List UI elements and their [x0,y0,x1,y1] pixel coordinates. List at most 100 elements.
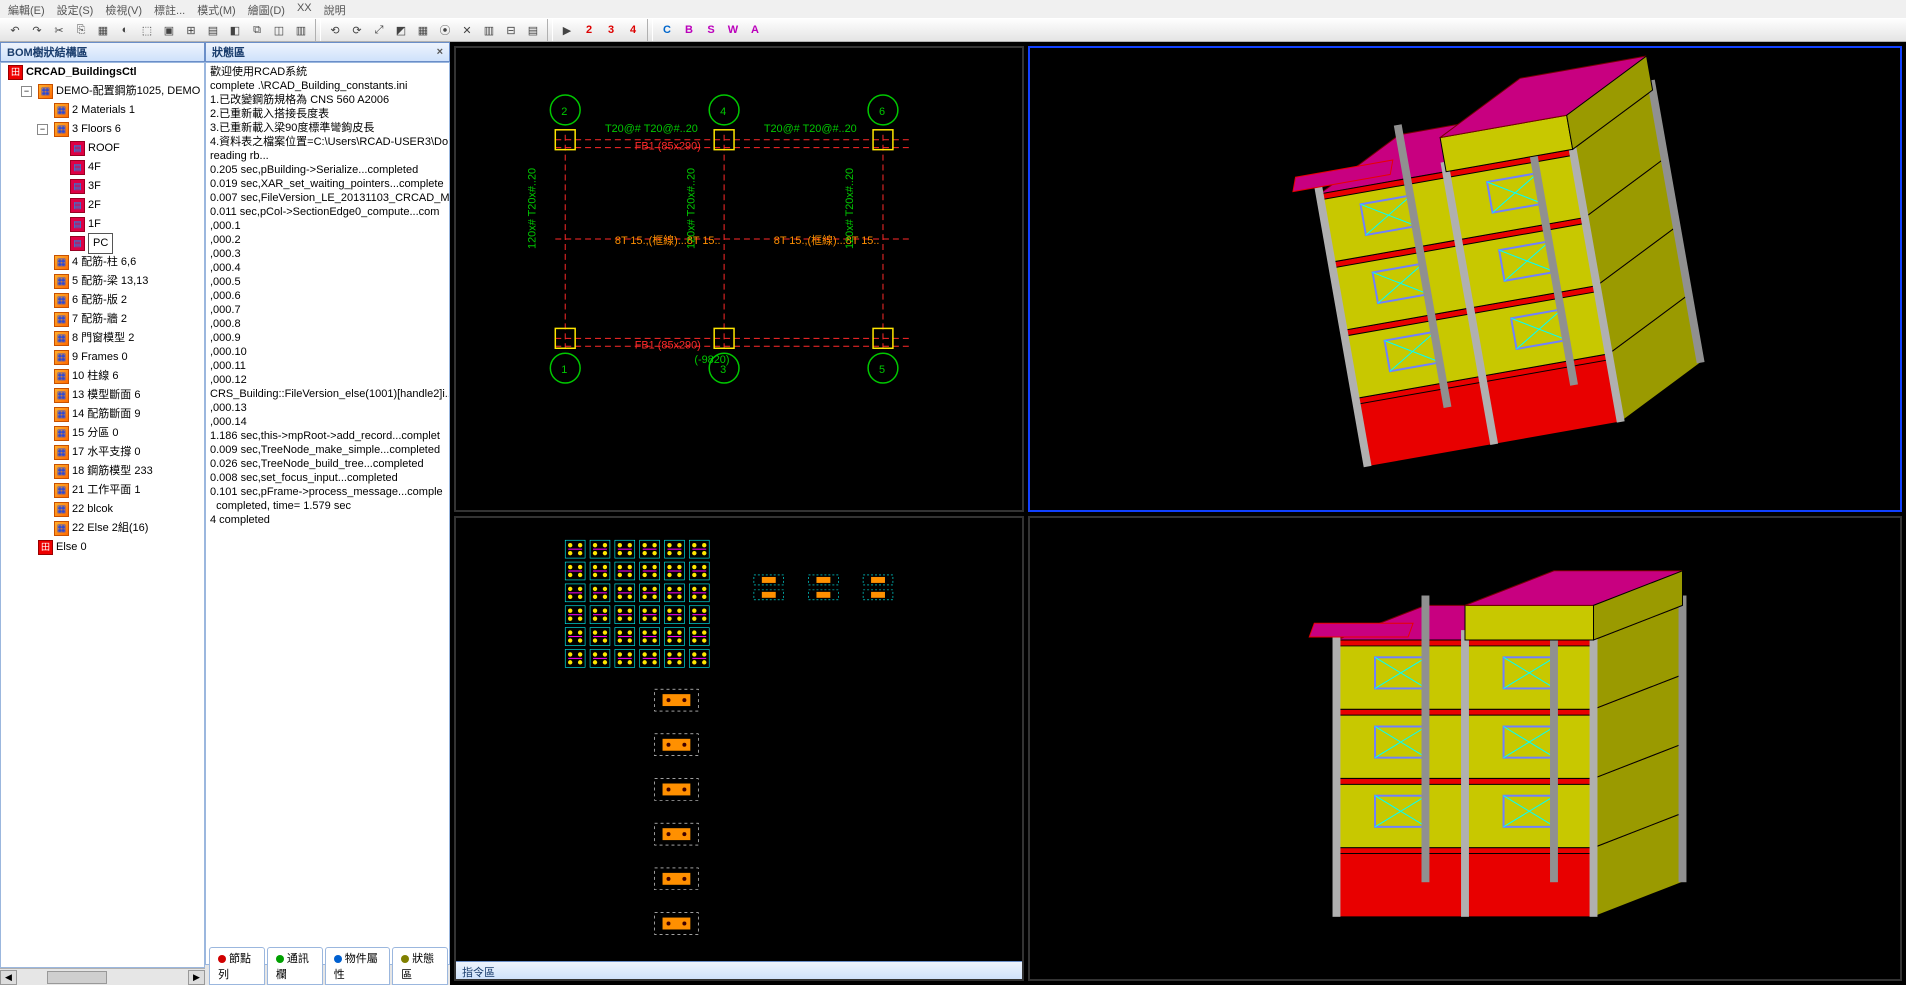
tree-item-label: 18 鋼筋模型 233 [72,462,153,481]
tree-row[interactable]: PC [1,234,204,253]
toolbar-button[interactable]: ▥ [479,20,499,40]
horizontal-scrollbar[interactable]: ◀ ▶ [0,968,205,985]
tree-row[interactable]: 2F [1,196,204,215]
svg-text:8T 15.,(框線)...8T 15..: 8T 15.,(框線)...8T 15.. [774,233,880,247]
tree-row[interactable]: ROOF [1,139,204,158]
tree-item-label: 3 Floors 6 [72,120,121,139]
scroll-right-icon[interactable]: ▶ [188,970,205,985]
menu-item[interactable]: 標註... [154,2,185,16]
toolbar-button[interactable]: ✕ [457,20,477,40]
toolbar-button[interactable]: ⊟ [501,20,521,40]
tree-row[interactable]: Else 0 [1,538,204,557]
toolbar-button[interactable]: W [723,20,743,40]
tree-row[interactable]: 22 Else 2組(16) [1,519,204,538]
tree-row[interactable]: 7 配筋-牆 2 [1,310,204,329]
toolbar-button[interactable]: ◧ [225,20,245,40]
toolbar-button[interactable]: B [679,20,699,40]
menu-item[interactable]: 檢視(V) [105,2,142,16]
toolbar-button[interactable]: ▶ [557,20,577,40]
tree-item-label: DEMO-配置鋼筋1025, DEMO [56,82,200,101]
menu-item[interactable]: 模式(M) [197,2,236,16]
menu-item[interactable]: 設定(S) [57,2,94,16]
tree-item-label: Else 0 [56,538,87,557]
toolbar-button[interactable]: ▦ [413,20,433,40]
toolbar-button[interactable]: ↶ [5,20,25,40]
tree-row[interactable]: 21 工作平面 1 [1,481,204,500]
tree-row[interactable]: 13 模型斷面 6 [1,386,204,405]
bottom-tab[interactable]: 狀態區 [392,947,448,985]
tree-row[interactable]: 18 鋼筋模型 233 [1,462,204,481]
tree-item-label: 1F [88,215,101,234]
tree-row[interactable]: 4F [1,158,204,177]
toolbar-button[interactable]: ▥ [291,20,311,40]
expand-icon[interactable]: − [21,86,32,97]
bottom-tab[interactable]: 物件屬性 [325,947,390,985]
tree-item-label: 4 配筋-柱 6,6 [72,253,136,272]
toolbar-button[interactable]: ▣ [159,20,179,40]
tree-row[interactable]: 5 配筋-梁 13,13 [1,272,204,291]
node-icon [54,293,69,308]
bottom-tab[interactable]: 節點列 [209,947,265,985]
menu-item[interactable]: 繪圖(D) [248,2,285,16]
tree-row[interactable]: 2 Materials 1 [1,101,204,120]
toolbar: ↶↷✂⎘▦◐⬚▣⊞▤◧⧉◫▥ ⟲⟳⤢◩▦⦿✕▥⊟▤ ▶234 CBSWA [0,18,1906,42]
tree-row[interactable]: 17 水平支撐 0 [1,443,204,462]
scroll-left-icon[interactable]: ◀ [0,970,17,985]
toolbar-button[interactable]: ▤ [523,20,543,40]
toolbar-button[interactable]: 4 [623,20,643,40]
toolbar-button[interactable]: ⟲ [325,20,345,40]
tree-row[interactable]: 15 分區 0 [1,424,204,443]
viewport-3d-iso[interactable] [1028,46,1902,512]
tree-row[interactable]: 10 柱線 6 [1,367,204,386]
toolbar-button[interactable]: ⦿ [435,20,455,40]
viewports: 246135T20@# T20@#..20T20@# T20@#..20FB1 … [450,42,1906,985]
toolbar-button[interactable]: ◫ [269,20,289,40]
toolbar-button[interactable]: C [657,20,677,40]
tree-row[interactable]: 6 配筋-版 2 [1,291,204,310]
svg-text:T20@# T20@#..20: T20@# T20@#..20 [764,123,857,135]
command-bar[interactable]: 指令區 [456,961,1022,979]
viewport-3d-front[interactable] [1028,516,1902,982]
menu-item[interactable]: XX [297,2,312,16]
node-icon [54,369,69,384]
toolbar-button[interactable]: ▦ [93,20,113,40]
toolbar-button[interactable]: 2 [579,20,599,40]
tree-row[interactable]: 4 配筋-柱 6,6 [1,253,204,272]
tree-row[interactable]: 9 Frames 0 [1,348,204,367]
tree-row[interactable]: 1F [1,215,204,234]
toolbar-button[interactable]: ✂ [49,20,69,40]
toolbar-button[interactable]: ⬚ [137,20,157,40]
tree-item-label-editing[interactable]: PC [88,233,113,254]
bottom-tab[interactable]: 通訊欄 [267,947,323,985]
tree-root-label: CRCAD_BuildingsCtl [26,63,137,82]
scroll-thumb[interactable] [47,971,107,984]
leaf-icon [70,141,85,156]
tree-row[interactable]: − 3 Floors 6 [1,120,204,139]
bom-tree[interactable]: CRCAD_BuildingsCtl − DEMO-配置鋼筋1025, DEMO2 … [0,62,205,968]
close-icon[interactable]: × [437,46,443,58]
viewport-detail[interactable]: 指令區 [454,516,1024,982]
expand-icon[interactable]: − [37,124,48,135]
toolbar-button[interactable]: ◐ [115,20,135,40]
menu-item[interactable]: 編輯(E) [8,2,45,16]
toolbar-button[interactable]: 3 [601,20,621,40]
tree-row[interactable]: 22 blcok [1,500,204,519]
tree-row[interactable]: 3F [1,177,204,196]
toolbar-button[interactable]: ◩ [391,20,411,40]
toolbar-button[interactable]: ▤ [203,20,223,40]
toolbar-button[interactable]: ⎘ [71,20,91,40]
toolbar-button[interactable]: ⧉ [247,20,267,40]
menu-item[interactable]: 說明 [324,2,346,16]
tree-row[interactable]: − DEMO-配置鋼筋1025, DEMO [1,82,204,101]
toolbar-button[interactable]: A [745,20,765,40]
tree-row[interactable]: 8 門窗模型 2 [1,329,204,348]
tree-item-label: 2 Materials 1 [72,101,135,120]
toolbar-button[interactable]: ⊞ [181,20,201,40]
toolbar-button[interactable]: ⟳ [347,20,367,40]
toolbar-button[interactable]: S [701,20,721,40]
toolbar-button[interactable]: ⤢ [369,20,389,40]
viewport-plan[interactable]: 246135T20@# T20@#..20T20@# T20@#..20FB1 … [454,46,1024,512]
tree-row[interactable]: 14 配筋斷面 9 [1,405,204,424]
tree-item-label: 17 水平支撐 0 [72,443,140,462]
toolbar-button[interactable]: ↷ [27,20,47,40]
